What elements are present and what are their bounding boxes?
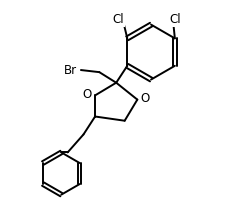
Text: Br: Br bbox=[64, 64, 77, 77]
Text: Cl: Cl bbox=[170, 13, 181, 26]
Text: Cl: Cl bbox=[113, 13, 124, 26]
Text: O: O bbox=[82, 88, 91, 101]
Text: O: O bbox=[140, 92, 150, 105]
